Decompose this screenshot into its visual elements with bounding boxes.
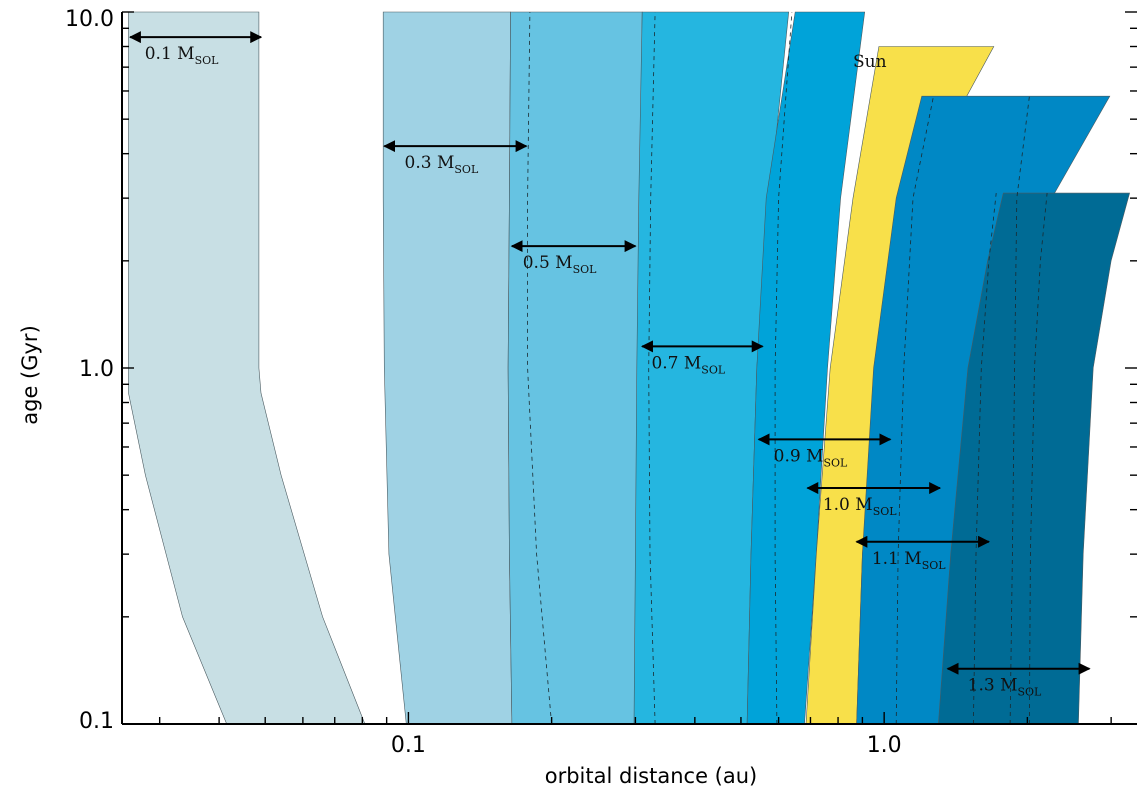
dashed-boundary-lines <box>527 11 1048 725</box>
dashed-line-1-1-m-4 <box>1009 96 1030 725</box>
band-0-9-m <box>746 11 866 725</box>
dashed-line-0-5-m-0 <box>527 11 552 725</box>
x-axis-title: orbital distance (au) <box>545 764 757 788</box>
dashed-line-0-9-m-2 <box>774 11 793 725</box>
y-tick-label: 10.0 <box>65 7 114 32</box>
band-0-1-m <box>128 11 366 725</box>
width-arrows <box>128 31 1091 675</box>
habitable-zone-bands <box>128 11 1130 725</box>
plot-axes: 0.1 1.0 0.1 1.0 10.0 <box>65 7 1137 758</box>
dashed-line-1-3-m-6 <box>1029 193 1048 725</box>
band-1-3-m <box>938 192 1130 725</box>
band-0-3-m <box>382 11 513 725</box>
x-tick-label: 0.1 <box>391 733 426 758</box>
dashed-line-0-7-m-1 <box>648 11 656 725</box>
label-sun: Sun <box>853 52 887 72</box>
dashed-line-1-1-m-3 <box>895 96 934 725</box>
band-0-5-m <box>507 11 643 725</box>
y-tick-label: 0.1 <box>79 709 114 734</box>
y-tick-label: 1.0 <box>79 357 114 382</box>
x-tick-label: 1.0 <box>867 733 902 758</box>
y-axis-title: age (Gyr) <box>18 325 42 425</box>
dashed-line-1-3-m-5 <box>973 193 997 725</box>
